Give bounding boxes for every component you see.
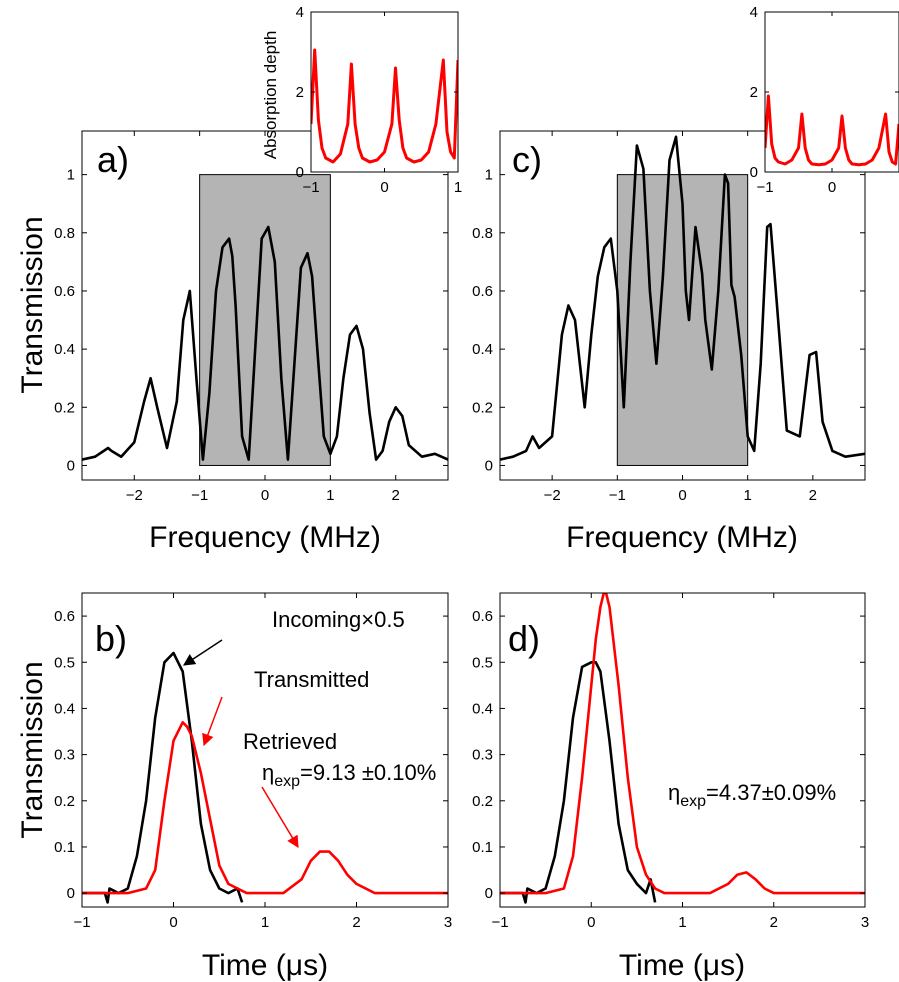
x-tick-label: 0 <box>261 487 269 504</box>
x-tick-label: −1 <box>73 914 90 931</box>
y-tick-label: 0 <box>67 885 75 902</box>
x-tick-label: 0 <box>678 487 686 504</box>
x-tick-label: 1 <box>261 914 269 931</box>
panel-label-d: d) <box>508 618 540 659</box>
series-line-0 <box>82 651 244 904</box>
y-tick-label: 0.4 <box>472 341 493 358</box>
y-tick-label: 4 <box>750 4 758 21</box>
y-tick-label: 0.6 <box>472 283 493 300</box>
y-tick-label: 0 <box>485 885 493 902</box>
y-tick-label: 0 <box>67 457 75 474</box>
x-tick-label: 3 <box>444 914 452 931</box>
arrow-retrieved <box>261 786 299 849</box>
x-tick-label: 1 <box>326 487 334 504</box>
x-tick-label: −1 <box>491 914 508 931</box>
x-tick-label: 0 <box>169 914 177 931</box>
panel-c: −2 −1 0 1 200.20.40.60.81 <box>472 130 866 504</box>
series-line-0 <box>765 94 899 167</box>
y-tick-label: 0.1 <box>472 839 493 856</box>
y-tick-label: 2 <box>296 84 304 101</box>
annotation-retrieved: Retrieved <box>243 729 337 754</box>
panel-a: −2 −1 0 1 200.20.40.60.81 <box>54 130 449 504</box>
y-axis-label-b: Transmission <box>16 661 49 838</box>
x-axis-label-b: Time (μs) <box>202 949 328 982</box>
x-tick-label: 1 <box>678 914 686 931</box>
annotation-eta-d: ηexp=4.37±0.09% <box>668 780 836 810</box>
y-tick-label: 4 <box>296 4 304 21</box>
y-tick-label: 0.3 <box>54 747 75 764</box>
y-tick-label: 0.4 <box>472 700 493 717</box>
panel-b: −1 0 1 2 3 0 0.1 0.2 0.3 0.4 0.5 0.6 <box>54 592 452 931</box>
x-axis-label-a: Frequency (MHz) <box>149 521 381 554</box>
annotation-transmitted: Transmitted <box>254 667 369 692</box>
y-tick-label: 1 <box>67 167 75 184</box>
series-line-0 <box>500 135 865 461</box>
y-tick-label: 0.4 <box>54 341 75 358</box>
inset-y-axis-label: Absorption depth <box>261 31 280 160</box>
arrow-transmitted <box>202 696 223 747</box>
x-tick-label: 1 <box>744 487 752 504</box>
x-tick-label: 0 <box>380 179 388 196</box>
y-tick-label: 0.2 <box>472 793 493 810</box>
y-tick-label: 0 <box>296 164 304 181</box>
y-tick-label: 0.2 <box>472 399 493 416</box>
x-tick-label: −1 <box>756 179 773 196</box>
x-tick-label: −2 <box>544 487 561 504</box>
y-tick-label: 0.5 <box>54 654 75 671</box>
annotation-incoming: Incoming×0.5 <box>272 607 405 632</box>
y-tick-label: 0.6 <box>54 608 75 625</box>
y-tick-label: 0 <box>750 164 758 181</box>
y-tick-label: 1 <box>485 167 493 184</box>
x-tick-label: 3 <box>861 914 869 931</box>
y-tick-label: 0.5 <box>472 654 493 671</box>
panel-label-b: b) <box>95 618 127 659</box>
arrow-incoming <box>182 639 223 666</box>
y-tick-label: 2 <box>750 84 758 101</box>
panel-label-a: a) <box>97 139 129 180</box>
x-tick-label: 2 <box>352 914 360 931</box>
y-tick-label: 0.4 <box>54 700 75 717</box>
x-axis-label-d: Time (μs) <box>619 949 745 982</box>
y-tick-label: 0.6 <box>54 283 75 300</box>
panel-d: −1 0 1 2 3 0 0.1 0.2 0.3 0.4 0.5 0.6 <box>472 592 869 931</box>
x-tick-label: 2 <box>770 914 778 931</box>
x-tick-label: −1 <box>191 487 208 504</box>
series-line-1 <box>500 593 865 895</box>
panel-label-c: c) <box>512 139 542 180</box>
y-axis-label-a: Transmission <box>16 216 49 393</box>
annotation-eta-b: ηexp=9.13 ±0.10% <box>262 760 436 790</box>
y-tick-label: 0 <box>485 457 493 474</box>
inset-background <box>765 12 899 172</box>
x-tick-label: −2 <box>126 487 143 504</box>
series-line-0 <box>311 48 458 164</box>
x-tick-label: 1 <box>454 179 462 196</box>
series-line-0 <box>500 660 657 904</box>
y-tick-label: 0.3 <box>472 747 493 764</box>
y-tick-label: 0.2 <box>54 793 75 810</box>
inset-background <box>311 12 458 172</box>
series-line-1 <box>82 720 448 895</box>
x-tick-label: 0 <box>828 179 836 196</box>
x-tick-label: 2 <box>809 487 817 504</box>
x-tick-label: 0 <box>587 914 595 931</box>
y-tick-label: 0.2 <box>54 399 75 416</box>
series-line-0 <box>82 225 448 461</box>
y-tick-label: 0.8 <box>54 225 75 242</box>
y-tick-label: 0.1 <box>54 839 75 856</box>
x-tick-label: −1 <box>609 487 626 504</box>
y-tick-label: 0.6 <box>472 608 493 625</box>
x-axis-label-c: Frequency (MHz) <box>566 521 798 554</box>
y-tick-label: 0.8 <box>472 225 493 242</box>
x-tick-label: 2 <box>392 487 400 504</box>
shaded-region <box>199 174 331 466</box>
x-tick-label: −1 <box>302 179 319 196</box>
